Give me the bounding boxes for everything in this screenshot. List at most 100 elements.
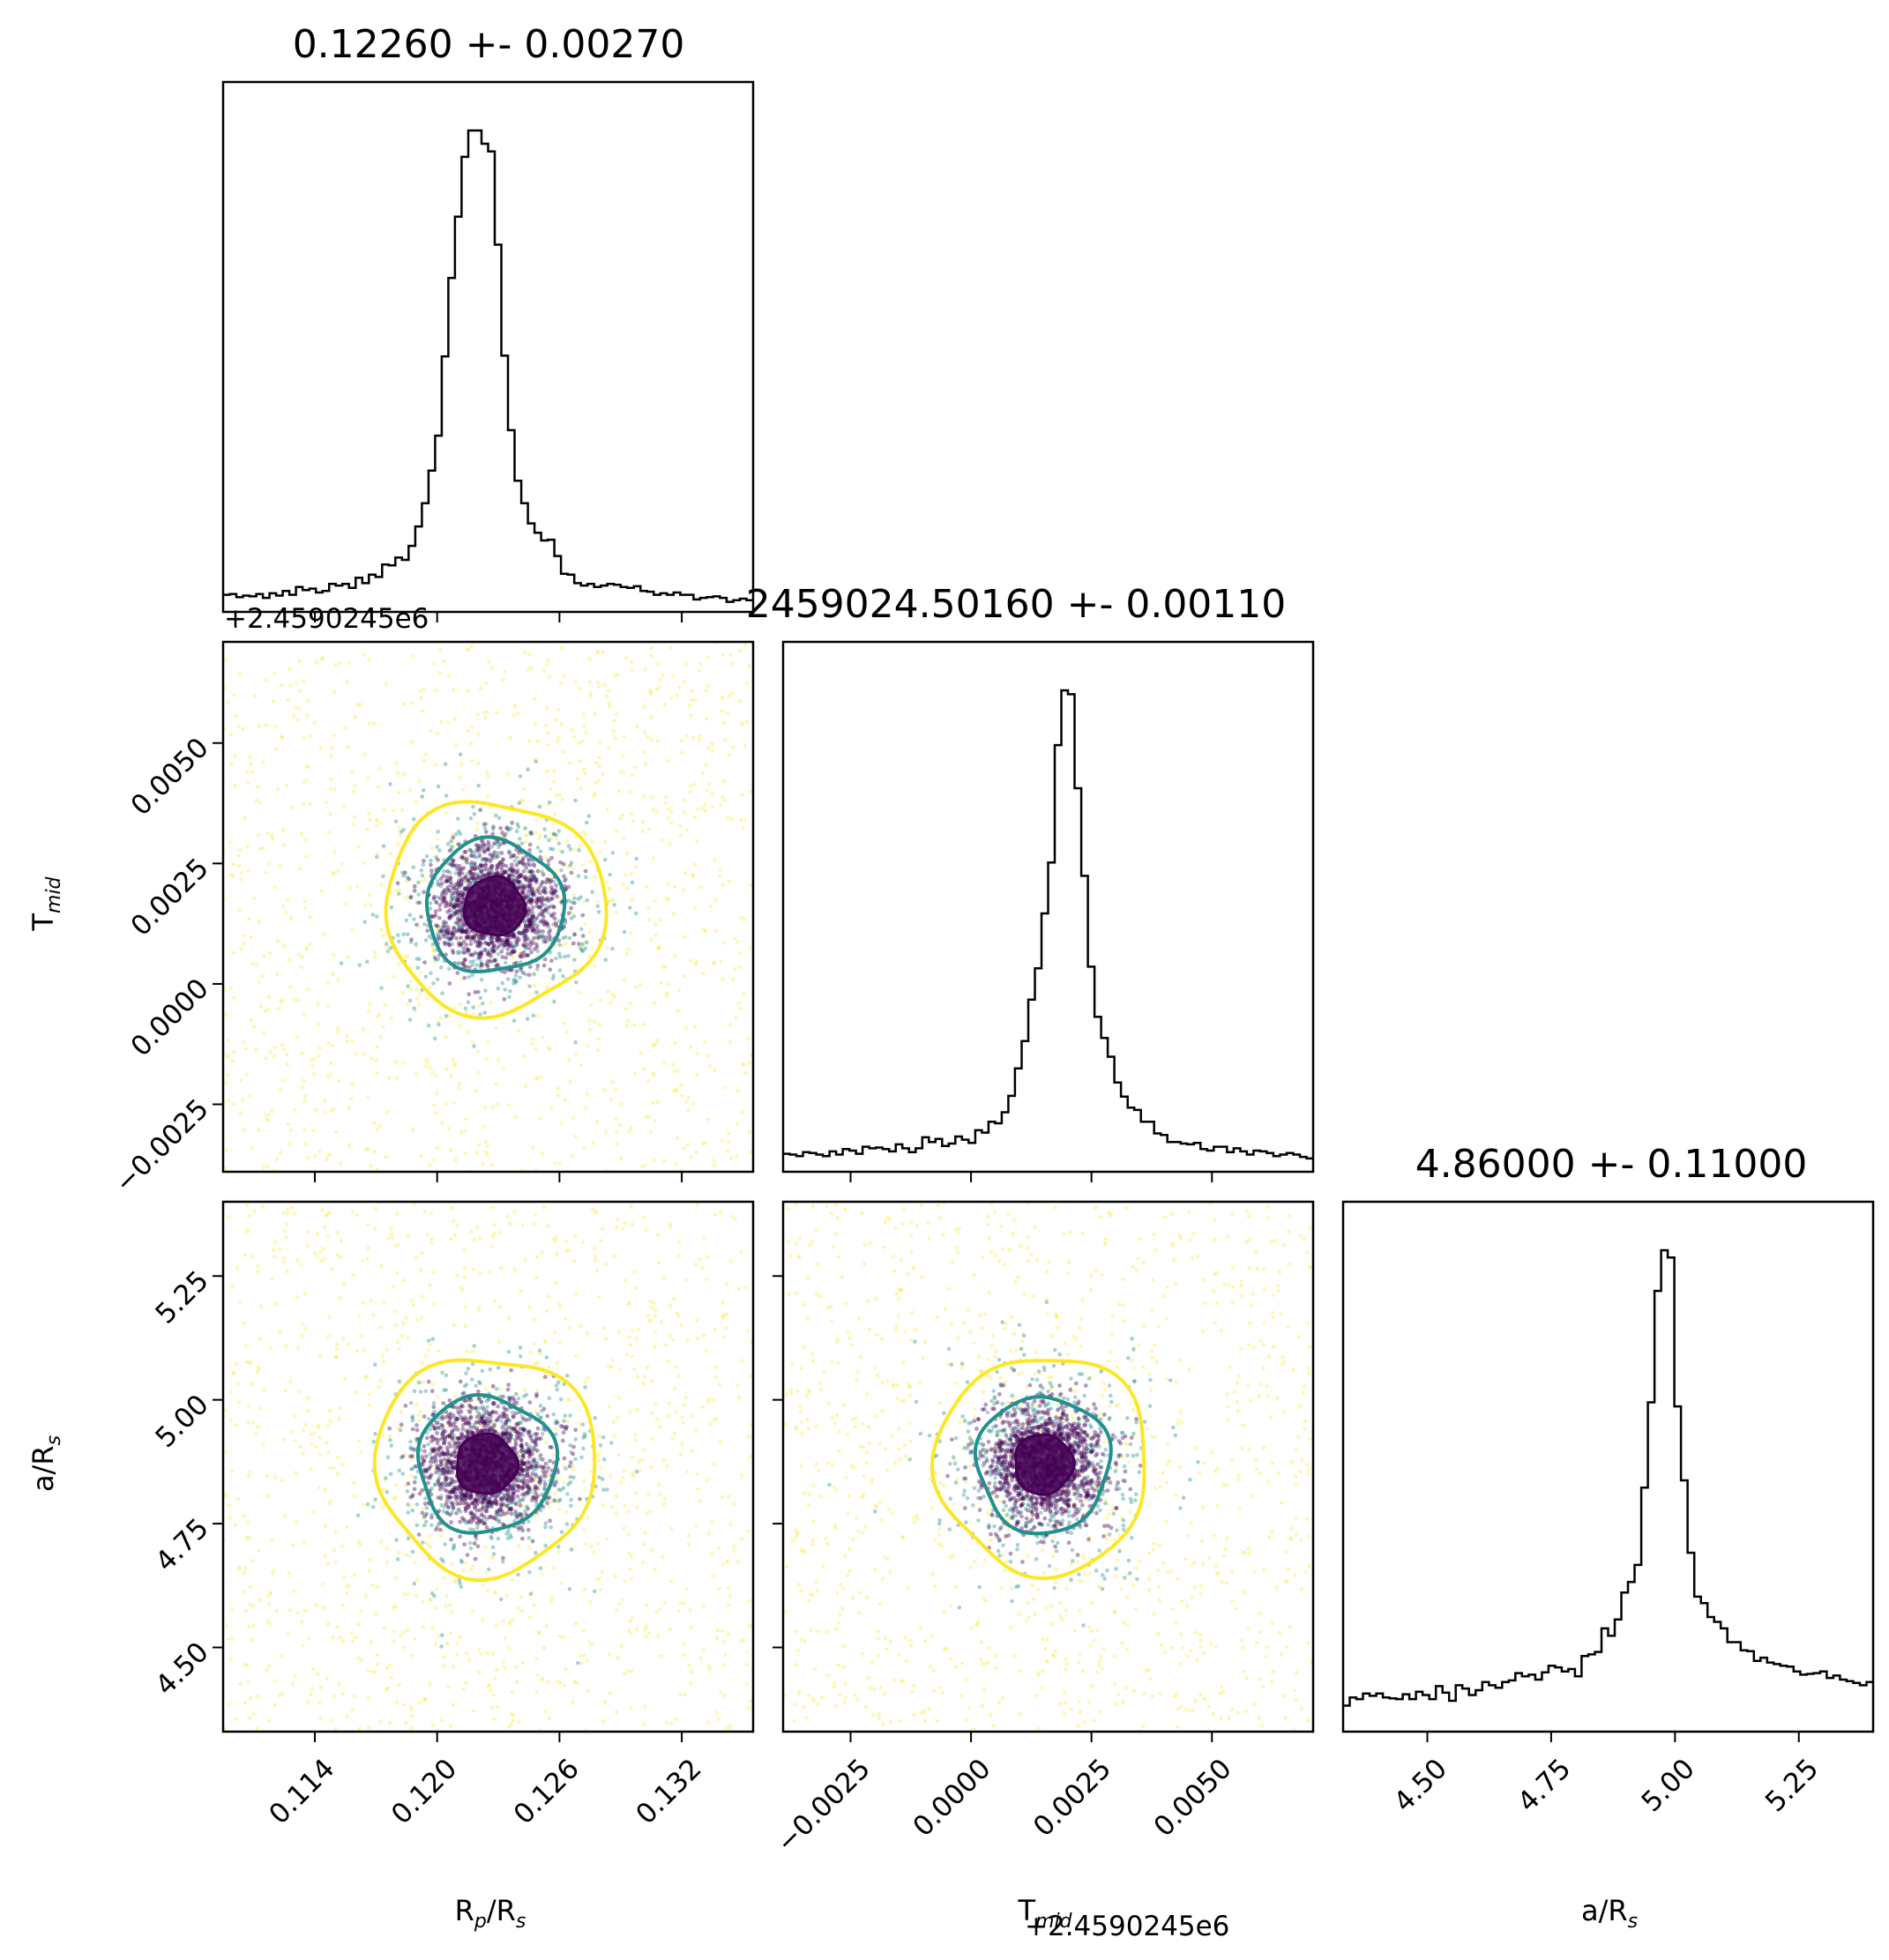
scatter-point [526,1491,531,1495]
scatter-point [534,1437,539,1442]
scatter-point [489,935,495,941]
scatter-point [636,1327,640,1331]
scatter-point [437,1444,442,1450]
scatter-point [464,929,469,934]
scatter-point [288,985,293,989]
scatter-point [516,1719,521,1724]
scatter-point [287,1607,293,1613]
scatter-point [444,879,449,883]
scatter-point [423,752,429,756]
scatter-point [542,1205,547,1210]
scatter-point [683,935,687,940]
scatter-point [224,1147,228,1152]
scatter-point [452,891,458,895]
scatter-point [737,1001,742,1006]
scatter-point [526,1445,530,1450]
scatter-point [453,1580,458,1584]
scatter-point [518,975,522,980]
scatter-point [649,715,653,719]
scatter-point [306,698,310,703]
scatter-point [710,1520,714,1525]
scatter-point [438,883,444,889]
scatter-point [657,1425,662,1429]
scatter-point [546,1504,551,1509]
scatter-point [533,1047,538,1052]
scatter-point [470,866,474,871]
scatter-point [672,1386,677,1391]
scatter-point [519,1289,523,1293]
scatter-point [538,1566,543,1570]
scatter-point [333,1129,338,1135]
scatter-point [740,1110,744,1114]
scatter-point [438,1534,444,1539]
scatter-point [569,1497,573,1502]
scatter-point [494,963,499,968]
scatter-point [503,669,507,674]
scatter-point [479,932,484,937]
scatter-point [586,1375,590,1380]
scatter-point [510,866,514,870]
scatter-point [517,886,522,891]
scatter-point [607,1365,611,1369]
scatter-point [686,1108,691,1113]
scatter-point [489,1534,493,1539]
scatter-point [350,1082,355,1086]
scatter-point [476,846,481,851]
scatter-point [452,845,456,849]
scatter-point [508,988,512,994]
scatter-point [340,1639,346,1643]
scatter-point [282,943,287,949]
scatter-point [541,936,546,941]
scatter-point [459,883,464,887]
scatter-point [630,880,635,885]
scatter-point [256,1695,260,1699]
scatter-point [477,1418,482,1422]
scatter-point [482,710,487,715]
scatter-point [455,887,460,891]
scatter-point [566,884,571,890]
scatter-point [418,1390,423,1394]
scatter-point [564,1522,570,1526]
scatter-point [459,1403,464,1408]
scatter-point [598,1443,603,1448]
scatter-point [465,860,469,865]
scatter-point [292,1589,296,1593]
scatter-point [540,880,545,884]
scatter-point [458,752,463,756]
scatter-point [379,1539,384,1544]
scatter-point [375,1070,379,1076]
scatter-point [692,1025,697,1029]
scatter-point [527,919,532,924]
scatter-point [458,928,463,933]
scatter-point [459,943,464,947]
scatter-point [714,1417,719,1421]
scatter-point [537,928,542,934]
scatter-point [336,868,340,874]
scatter-point [592,964,597,969]
scatter-point [440,891,445,896]
scatter-point [546,923,550,928]
scatter-point [475,935,481,940]
scatter-point [355,1348,360,1353]
scatter-point [475,1049,481,1054]
scatter-point [295,1611,300,1615]
scatter-point [472,1238,477,1242]
scatter-point [415,965,421,970]
scatter-point [509,1722,514,1726]
scatter-point [681,1420,686,1426]
scatter-point [540,934,545,939]
scatter-point [432,1409,437,1414]
scatter-point [676,1314,681,1318]
scatter-panel-1 [223,1202,753,1732]
scatter-point [457,913,461,918]
scatter-point [497,861,503,866]
scatter-point [627,1335,631,1339]
scatter-point [573,680,578,684]
scatter-point [504,1435,509,1440]
scatter-point [471,1514,476,1519]
scatter-point [566,864,571,868]
scatter-point [438,1468,444,1472]
scatter-point [572,958,577,962]
scatter-point [618,1123,623,1128]
scatter-point [510,1711,514,1717]
